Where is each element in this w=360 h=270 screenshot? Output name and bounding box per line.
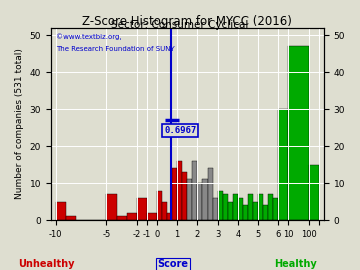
Bar bbox=[263, 205, 268, 220]
Bar bbox=[197, 183, 202, 220]
Bar bbox=[182, 172, 187, 220]
Bar bbox=[107, 194, 117, 220]
Text: The Research Foundation of SUNY: The Research Foundation of SUNY bbox=[56, 46, 175, 52]
Bar bbox=[268, 194, 273, 220]
Bar bbox=[278, 109, 288, 220]
Title: Z-Score Histogram for MYCC (2016): Z-Score Histogram for MYCC (2016) bbox=[82, 15, 292, 28]
Bar bbox=[233, 194, 238, 220]
Bar bbox=[187, 180, 192, 220]
Bar bbox=[309, 165, 319, 220]
Bar bbox=[117, 216, 127, 220]
Bar bbox=[228, 202, 233, 220]
Bar bbox=[66, 216, 76, 220]
Bar bbox=[288, 46, 309, 220]
Bar bbox=[207, 168, 212, 220]
Text: ©www.textbiz.org,: ©www.textbiz.org, bbox=[56, 33, 121, 40]
Bar bbox=[157, 191, 162, 220]
Bar bbox=[258, 194, 263, 220]
Text: 0.6967: 0.6967 bbox=[164, 126, 196, 135]
Bar bbox=[243, 205, 248, 220]
Bar bbox=[273, 198, 278, 220]
Bar bbox=[127, 213, 137, 220]
Y-axis label: Number of companies (531 total): Number of companies (531 total) bbox=[15, 49, 24, 200]
Bar bbox=[248, 194, 253, 220]
Bar bbox=[147, 213, 157, 220]
Bar bbox=[172, 168, 177, 220]
Text: Healthy: Healthy bbox=[274, 259, 316, 269]
Text: Score: Score bbox=[157, 259, 188, 269]
Bar bbox=[238, 198, 243, 220]
Bar bbox=[192, 161, 197, 220]
Bar bbox=[212, 198, 217, 220]
Text: Unhealthy: Unhealthy bbox=[19, 259, 75, 269]
Bar bbox=[162, 202, 167, 220]
Bar bbox=[167, 213, 172, 220]
Bar bbox=[202, 180, 207, 220]
Bar bbox=[223, 194, 228, 220]
Bar bbox=[137, 198, 147, 220]
Bar bbox=[217, 191, 223, 220]
Text: Sector: Consumer Cyclical: Sector: Consumer Cyclical bbox=[111, 20, 249, 30]
Bar bbox=[56, 202, 66, 220]
Bar bbox=[177, 161, 182, 220]
Bar bbox=[253, 202, 258, 220]
